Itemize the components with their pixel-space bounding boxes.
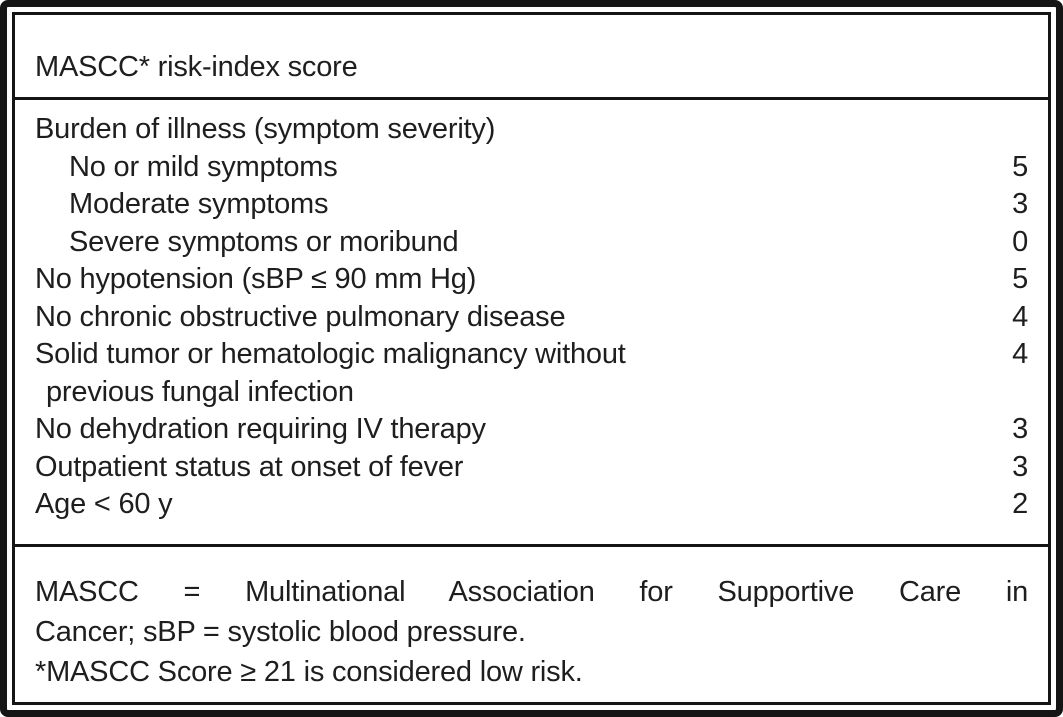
- row-label: No or mild symptoms: [69, 150, 338, 183]
- row-label: Burden of illness (symptom severity): [35, 113, 496, 145]
- footnote-line-1: MASCC = Multinational Association for Su…: [35, 576, 1028, 608]
- row-label: No dehydration requiring IV therapy: [35, 413, 486, 445]
- row-score: 3: [1012, 188, 1028, 220]
- table-row-no-copd: No chronic obstructive pulmonary disease…: [35, 299, 1028, 337]
- row-label: previous fungal infection: [46, 375, 354, 408]
- row-label: Outpatient status at onset of fever: [35, 450, 464, 483]
- score-rows-section: Burden of illness (symptom severity) No …: [15, 97, 1048, 544]
- table-row-age: Age < 60 y 2: [35, 486, 1028, 524]
- table-row-outpatient-status: Outpatient status at onset of fever 3: [35, 449, 1028, 487]
- row-label: Moderate symptoms: [69, 188, 329, 220]
- row-score: 2: [1012, 488, 1028, 520]
- row-score: 4: [1012, 300, 1028, 333]
- row-label: No chronic obstructive pulmonary disease: [35, 300, 566, 333]
- table-row-solid-tumor-continuation: previous fungal infection: [35, 374, 1028, 412]
- row-label: Severe symptoms or moribund: [69, 225, 459, 258]
- row-score: [984, 374, 1028, 412]
- table-row-severe-symptoms: Severe symptoms or moribund 0: [35, 224, 1028, 262]
- row-score: 0: [1012, 225, 1028, 258]
- table-title: MASCC* risk-index score: [35, 51, 358, 83]
- table-row-no-dehydration: No dehydration requiring IV therapy 3: [35, 411, 1028, 449]
- row-score: 3: [1012, 413, 1028, 445]
- footnote-line-2: Cancer; sBP = systolic blood pressure.: [35, 616, 526, 648]
- footnote-line-3: *MASCC Score ≥ 21 is considered low risk…: [35, 656, 583, 688]
- row-score: 4: [1012, 338, 1028, 370]
- row-label: Solid tumor or hematologic malignancy wi…: [35, 338, 626, 370]
- table-row-burden-of-illness: Burden of illness (symptom severity): [35, 111, 1028, 149]
- table-title-cell: MASCC* risk-index score: [15, 15, 1048, 97]
- row-score: 3: [1012, 450, 1028, 483]
- row-label: Age < 60 y: [35, 488, 173, 520]
- footnotes-section: MASCC = Multinational Association for Su…: [15, 544, 1048, 702]
- row-score: 5: [1012, 263, 1028, 295]
- table-inner-border: MASCC* risk-index score Burden of illnes…: [12, 12, 1051, 705]
- table-row-solid-tumor: Solid tumor or hematologic malignancy wi…: [35, 336, 1028, 374]
- row-score: 5: [1012, 150, 1028, 183]
- table-row-moderate-symptoms: Moderate symptoms 3: [35, 186, 1028, 224]
- row-score: [984, 111, 1028, 149]
- table-row-no-hypotension: No hypotension (sBP ≤ 90 mm Hg) 5: [35, 261, 1028, 299]
- table-row-no-or-mild-symptoms: No or mild symptoms 5: [35, 149, 1028, 187]
- row-label: No hypotension (sBP ≤ 90 mm Hg): [35, 263, 477, 295]
